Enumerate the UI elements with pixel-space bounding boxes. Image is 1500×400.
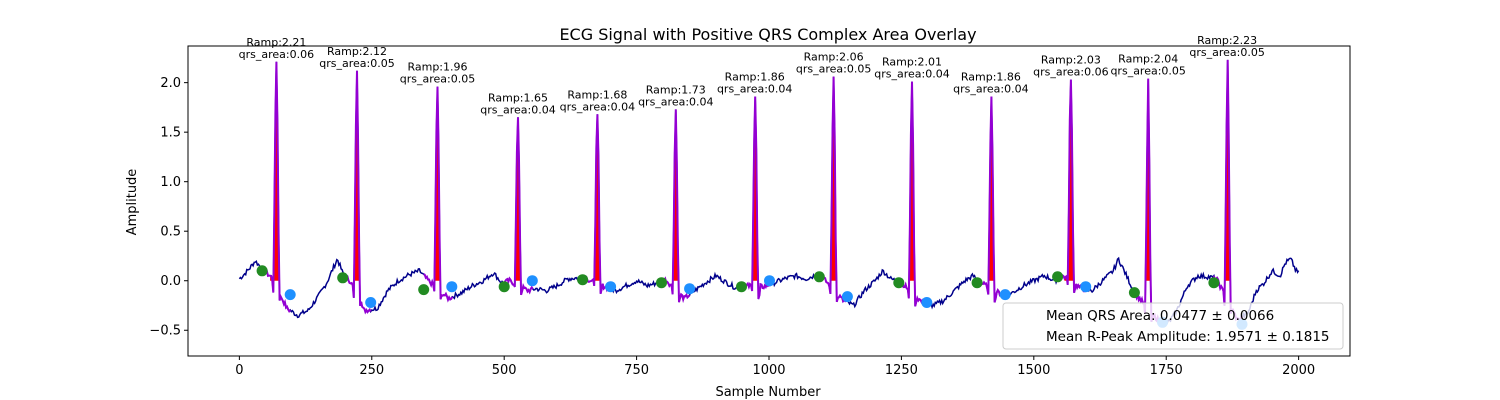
y-tick-label: −0.5 xyxy=(149,324,181,339)
qrs-area-label-4: qrs_area:0.04 xyxy=(480,103,555,116)
qrs-offset-marker-5 xyxy=(605,281,617,293)
qrs-onset-marker-4 xyxy=(498,281,510,293)
qrs-area-label-3: qrs_area:0.05 xyxy=(400,73,475,86)
x-axis-label: Sample Number xyxy=(715,385,821,400)
qrs-offset-marker-8 xyxy=(841,291,853,303)
x-tick-label: 250 xyxy=(359,363,384,378)
qrs-onset-marker-10 xyxy=(971,277,983,289)
qrs-onset-marker-9 xyxy=(893,277,905,289)
qrs-onset-marker-1 xyxy=(256,265,268,277)
x-tick-label: 0 xyxy=(235,363,243,378)
qrs-offset-marker-10 xyxy=(999,289,1011,301)
x-tick-label: 1500 xyxy=(1017,363,1050,378)
x-tick-label: 2000 xyxy=(1282,363,1315,378)
qrs-area-label-9: qrs_area:0.04 xyxy=(874,68,949,81)
qrs-offset-marker-9 xyxy=(921,297,933,308)
x-axis: 0 250 500 750 1000 1250 1500 1750 2000 xyxy=(235,356,1315,378)
x-tick-label: 1000 xyxy=(752,363,785,378)
r-amplitude-label-4: Ramp:1.65 xyxy=(488,91,548,104)
r-amplitude-label-13: Ramp:2.23 xyxy=(1197,34,1257,47)
qrs-area-label-12: qrs_area:0.05 xyxy=(1110,65,1185,78)
qrs-onset-marker-3 xyxy=(418,284,430,296)
qrs-area-label-8: qrs_area:0.05 xyxy=(796,63,871,76)
y-tick-label: 0.0 xyxy=(160,274,181,289)
y-tick-label: 0.5 xyxy=(160,225,181,240)
r-amplitude-label-2: Ramp:2.12 xyxy=(327,45,387,58)
qrs-segment-line-3 xyxy=(423,86,454,303)
r-amplitude-label-3: Ramp:1.96 xyxy=(407,61,467,74)
qrs-offset-marker-11 xyxy=(1080,281,1092,293)
qrs-area-fill-13 xyxy=(1221,59,1231,281)
r-amplitude-label-8: Ramp:2.06 xyxy=(804,51,864,64)
qrs-area-label-10: qrs_area:0.04 xyxy=(953,83,1028,96)
chart-title: ECG Signal with Positive QRS Complex Are… xyxy=(559,25,976,44)
r-amplitude-label-6: Ramp:1.73 xyxy=(646,83,706,96)
qrs-onset-marker-12 xyxy=(1128,287,1140,299)
qrs-offset-marker-3 xyxy=(446,281,458,293)
r-amplitude-label-5: Ramp:1.68 xyxy=(567,88,627,101)
r-amplitude-label-11: Ramp:2.03 xyxy=(1041,54,1101,67)
qrs-segment-line-1 xyxy=(261,61,291,313)
x-tick-label: 500 xyxy=(492,363,517,378)
qrs-offset-marker-6 xyxy=(684,283,696,295)
r-amplitude-label-9: Ramp:2.01 xyxy=(882,56,942,69)
legend-entry-r-amplitude: Mean R-Peak Amplitude: 1.9571 ± 0.1815 xyxy=(1046,329,1330,345)
legend-entry-qrs-area: Mean QRS Area: 0.0477 ± 0.0066 xyxy=(1046,308,1274,324)
r-amplitude-label-12: Ramp:2.04 xyxy=(1118,53,1178,66)
r-amplitude-label-10: Ramp:1.86 xyxy=(961,71,1021,84)
qrs-onset-marker-13 xyxy=(1208,277,1220,289)
qrs-onset-marker-5 xyxy=(577,274,589,286)
qrs-onset-marker-7 xyxy=(736,281,747,293)
x-tick-label: 1250 xyxy=(885,363,918,378)
qrs-area-label-6: qrs_area:0.04 xyxy=(638,95,713,108)
y-tick-label: 2.0 xyxy=(160,76,181,91)
qrs-offset-marker-4 xyxy=(526,275,538,287)
y-tick-label: 1.5 xyxy=(160,126,181,141)
x-tick-label: 1750 xyxy=(1150,363,1183,378)
qrs-segment-line-4 xyxy=(503,117,534,296)
legend: Mean QRS Area: 0.0477 ± 0.0066 Mean R-Pe… xyxy=(1002,302,1344,350)
qrs-area-label-13: qrs_area:0.05 xyxy=(1189,46,1264,59)
qrs-offset-marker-2 xyxy=(365,297,377,308)
legend-box xyxy=(1002,302,1344,350)
qrs-area-label-5: qrs_area:0.04 xyxy=(560,100,635,113)
qrs-area-label-2: qrs_area:0.05 xyxy=(319,57,394,70)
x-tick-label: 750 xyxy=(624,363,649,378)
qrs-onset-marker-6 xyxy=(656,277,667,289)
qrs-area-label-7: qrs_area:0.04 xyxy=(717,83,792,96)
qrs-offset-marker-7 xyxy=(764,275,775,287)
markers-layer xyxy=(256,265,1248,330)
y-axis-label: Amplitude xyxy=(125,169,140,236)
qrs-onset-marker-11 xyxy=(1052,271,1064,283)
r-amplitude-label-7: Ramp:1.86 xyxy=(725,71,785,84)
qrs-area-label-11: qrs_area:0.06 xyxy=(1033,66,1108,79)
qrs-offset-marker-1 xyxy=(284,289,296,301)
y-tick-label: 1.0 xyxy=(160,175,181,190)
qrs-onset-marker-8 xyxy=(813,271,825,283)
qrs-area-label-1: qrs_area:0.06 xyxy=(239,48,314,61)
y-axis: −0.5 0.0 0.5 1.0 1.5 2.0 xyxy=(149,76,188,339)
qrs-onset-marker-2 xyxy=(337,272,349,284)
